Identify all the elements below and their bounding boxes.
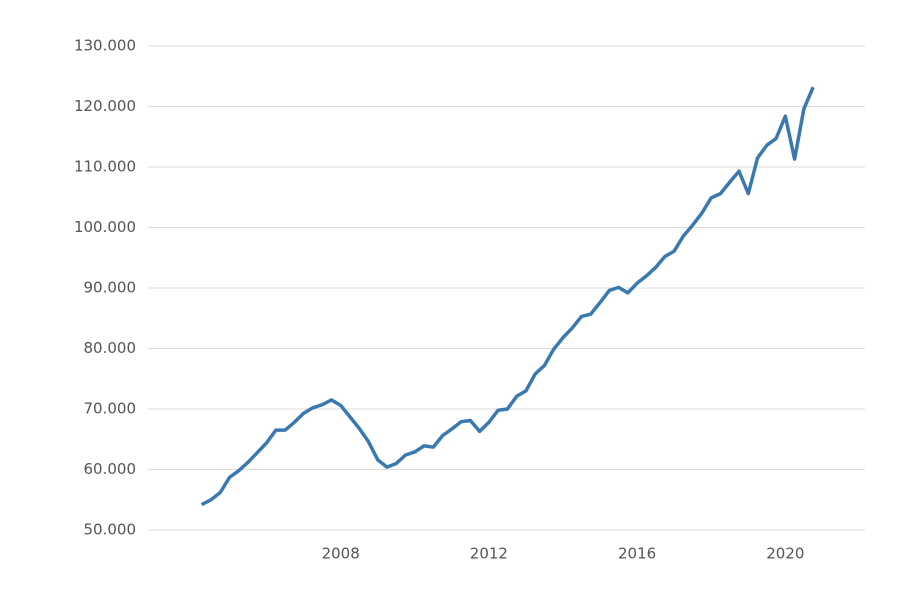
y-tick-label: 130.000	[74, 37, 136, 55]
x-tick-label: 2020	[766, 545, 804, 563]
y-tick-label: 110.000	[74, 158, 136, 176]
y-tick-label: 90.000	[84, 279, 137, 297]
x-tick-label: 2012	[470, 545, 508, 563]
y-tick-label: 70.000	[84, 400, 137, 418]
x-tick-label: 2016	[618, 545, 656, 563]
y-tick-label: 60.000	[84, 460, 137, 478]
y-tick-label: 80.000	[84, 339, 137, 357]
x-tick-label: 2008	[322, 545, 360, 563]
y-tick-label: 100.000	[74, 218, 136, 236]
y-tick-label: 120.000	[74, 97, 136, 115]
y-tick-label: 50.000	[84, 521, 137, 539]
data-line	[200, 86, 815, 507]
